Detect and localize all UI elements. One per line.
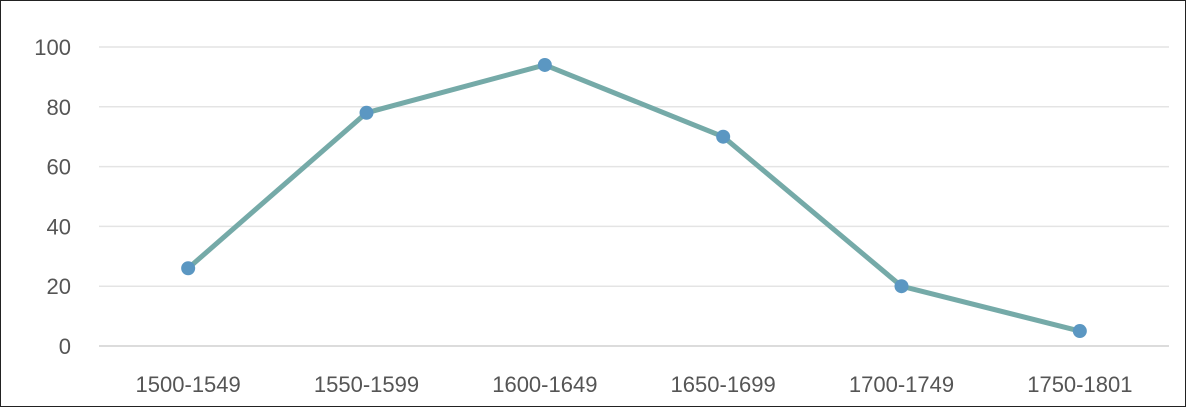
data-point <box>181 261 196 276</box>
y-tick-label: 80 <box>47 95 71 120</box>
x-tick-label: 1650-1699 <box>671 372 776 397</box>
x-tick-label: 1750-1801 <box>1027 372 1132 397</box>
x-tick-label: 1700-1749 <box>849 372 954 397</box>
grid-layer <box>99 46 1169 287</box>
series-line <box>185 62 1083 334</box>
x-axis-ticks: 1500-1549 1550-1599 1600-1649 1650-1699 1700… <box>136 372 1133 397</box>
series-layer <box>181 57 1087 339</box>
data-point <box>716 129 731 144</box>
y-tick-label: 20 <box>47 274 71 299</box>
y-tick-label: 0 <box>59 334 71 359</box>
data-point <box>537 57 552 72</box>
data-point <box>359 105 374 120</box>
y-tick-label: 100 <box>34 35 71 60</box>
data-point <box>1072 324 1087 339</box>
y-axis-ticks: 0 20 40 60 80 100 <box>34 35 71 359</box>
x-tick-label: 1550-1599 <box>314 372 419 397</box>
data-point <box>894 279 909 294</box>
y-tick-label: 60 <box>47 155 71 180</box>
y-tick-label: 40 <box>47 214 71 239</box>
x-tick-label: 1500-1549 <box>136 372 241 397</box>
x-tick-label: 1600-1649 <box>492 372 597 397</box>
